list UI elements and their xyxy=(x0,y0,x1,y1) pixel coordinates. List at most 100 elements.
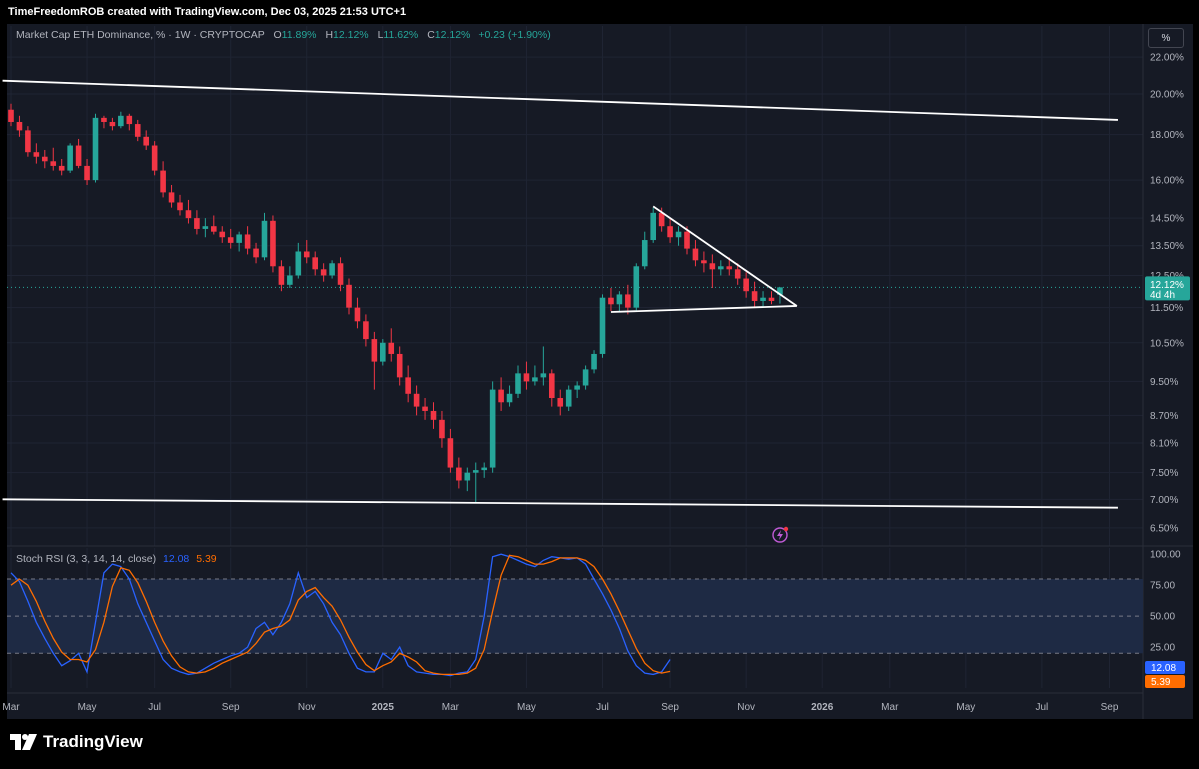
candle[interactable] xyxy=(67,145,73,171)
candle[interactable] xyxy=(219,231,226,238)
candle[interactable] xyxy=(126,115,133,125)
candle[interactable] xyxy=(718,266,724,270)
candle[interactable] xyxy=(320,269,327,276)
candle[interactable] xyxy=(16,121,23,131)
stoch-rsi-d-line[interactable] xyxy=(10,554,671,676)
candle[interactable] xyxy=(346,284,352,308)
candle[interactable] xyxy=(709,263,716,270)
candle[interactable] xyxy=(456,467,462,481)
candle[interactable] xyxy=(109,121,116,127)
trendline[interactable] xyxy=(652,205,798,307)
candle[interactable] xyxy=(625,294,631,308)
candle[interactable] xyxy=(202,226,209,229)
lightning-icon[interactable] xyxy=(772,526,789,543)
candle[interactable] xyxy=(380,342,386,362)
candle[interactable] xyxy=(8,109,14,122)
tradingview-logo[interactable]: TradingView xyxy=(10,732,143,752)
candle[interactable] xyxy=(101,117,107,122)
candle[interactable] xyxy=(194,218,200,229)
candle[interactable] xyxy=(329,263,335,276)
candle[interactable] xyxy=(532,377,538,382)
candle[interactable] xyxy=(211,226,217,232)
candle[interactable] xyxy=(523,373,530,382)
candle[interactable] xyxy=(633,266,640,308)
candle[interactable] xyxy=(42,156,48,162)
candle[interactable] xyxy=(658,212,665,227)
candle[interactable] xyxy=(287,275,293,285)
candle[interactable] xyxy=(151,145,158,171)
candle[interactable] xyxy=(413,393,420,407)
candle[interactable] xyxy=(701,260,707,264)
trendline[interactable] xyxy=(2,79,1118,121)
candle[interactable] xyxy=(616,294,623,305)
candle[interactable] xyxy=(430,410,437,420)
candle[interactable] xyxy=(354,307,361,322)
candle[interactable] xyxy=(160,170,166,193)
candle[interactable] xyxy=(50,161,57,166)
candle[interactable] xyxy=(464,472,471,481)
candle[interactable] xyxy=(92,117,99,181)
candle[interactable] xyxy=(675,231,682,238)
candle[interactable] xyxy=(599,297,606,354)
percent-scale-button[interactable]: % xyxy=(1148,28,1184,48)
candle[interactable] xyxy=(312,257,318,270)
candle[interactable] xyxy=(396,353,403,378)
candle[interactable] xyxy=(261,220,268,258)
candle[interactable] xyxy=(743,278,749,292)
candle[interactable] xyxy=(684,231,690,249)
candle[interactable] xyxy=(777,287,783,295)
candle[interactable] xyxy=(244,234,251,249)
candle[interactable] xyxy=(574,385,580,390)
candle[interactable] xyxy=(557,398,564,407)
candle[interactable] xyxy=(667,226,673,238)
candle[interactable] xyxy=(227,237,234,243)
candle[interactable] xyxy=(75,145,82,166)
candle[interactable] xyxy=(422,406,428,411)
candle[interactable] xyxy=(447,438,454,468)
candle[interactable] xyxy=(692,248,699,261)
candle[interactable] xyxy=(185,210,192,219)
candle[interactable] xyxy=(726,266,733,270)
candle[interactable] xyxy=(498,389,504,403)
stoch-rsi-label[interactable]: Stoch RSI (3, 3, 14, 14, close) xyxy=(16,553,157,565)
candle[interactable] xyxy=(481,467,487,471)
candle[interactable] xyxy=(58,165,65,171)
candle[interactable] xyxy=(751,291,758,301)
candle[interactable] xyxy=(472,470,479,473)
candle[interactable] xyxy=(549,373,555,399)
candle[interactable] xyxy=(118,115,124,127)
candle[interactable] xyxy=(650,212,656,241)
candle[interactable] xyxy=(388,342,395,354)
candle[interactable] xyxy=(591,353,597,370)
candle[interactable] xyxy=(565,389,572,407)
candle[interactable] xyxy=(439,419,445,439)
candle[interactable] xyxy=(143,136,149,146)
candle[interactable] xyxy=(540,373,547,378)
candle[interactable] xyxy=(371,339,378,362)
candle[interactable] xyxy=(760,297,766,301)
candle[interactable] xyxy=(303,251,310,258)
candle[interactable] xyxy=(278,266,285,285)
candle[interactable] xyxy=(177,202,183,211)
candle[interactable] xyxy=(363,321,369,340)
candle[interactable] xyxy=(489,389,496,468)
candle[interactable] xyxy=(337,263,344,285)
candle[interactable] xyxy=(608,297,614,305)
candle[interactable] xyxy=(236,234,242,243)
candle[interactable] xyxy=(84,165,90,181)
candle[interactable] xyxy=(515,373,521,394)
candle[interactable] xyxy=(253,248,259,258)
trendline[interactable] xyxy=(2,498,1118,509)
candle[interactable] xyxy=(405,377,411,394)
candle[interactable] xyxy=(33,152,40,157)
candle[interactable] xyxy=(295,251,302,276)
candle[interactable] xyxy=(134,124,141,137)
candle[interactable] xyxy=(25,130,31,153)
symbol-label[interactable]: Market Cap ETH Dominance, % · 1W · CRYPT… xyxy=(16,29,265,41)
candle[interactable] xyxy=(270,220,276,267)
trendline[interactable] xyxy=(610,305,797,313)
candle[interactable] xyxy=(734,269,741,279)
candle[interactable] xyxy=(768,297,775,301)
candle[interactable] xyxy=(582,369,589,386)
candle[interactable] xyxy=(506,393,513,403)
